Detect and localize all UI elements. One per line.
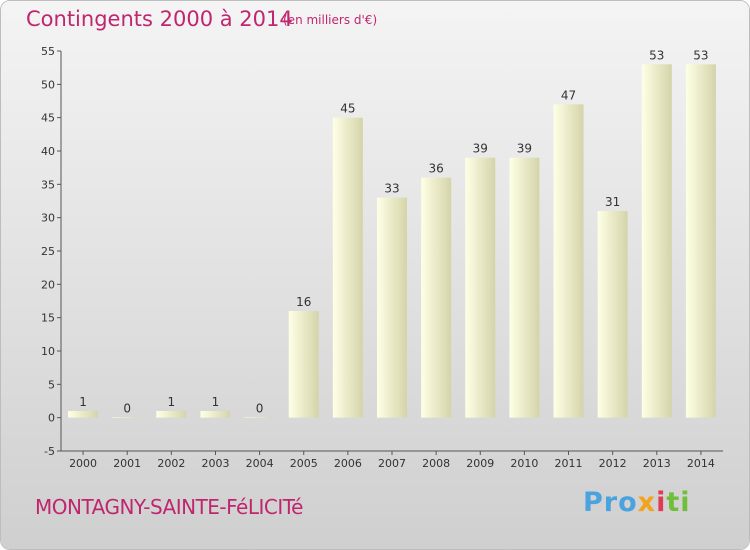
y-tick-label: 5 — [48, 378, 55, 391]
bar — [509, 157, 540, 418]
x-tick-label: 2003 — [201, 457, 229, 470]
bar-value-label: 39 — [517, 142, 532, 156]
bar-value-label: 31 — [605, 195, 620, 209]
bar — [156, 411, 187, 418]
logo-part-4: ti — [666, 487, 691, 518]
x-tick-label: 2011 — [555, 457, 583, 470]
bar — [332, 117, 363, 418]
proxiti-logo: Proxiti — [583, 487, 691, 518]
bar — [641, 64, 672, 418]
x-tick-label: 2006 — [334, 457, 362, 470]
x-tick-label: 2001 — [113, 457, 141, 470]
y-tick-label: 0 — [48, 412, 55, 425]
y-tick-label: 50 — [41, 78, 55, 91]
logo-part-2: x — [637, 487, 657, 518]
x-tick-label: 2000 — [69, 457, 97, 470]
y-tick-label: 20 — [41, 278, 55, 291]
x-tick-label: 2007 — [378, 457, 406, 470]
bar — [377, 197, 407, 418]
x-tick-label: 2004 — [246, 457, 274, 470]
bar — [200, 411, 231, 418]
y-tick-label: -5 — [44, 445, 55, 458]
x-tick-label: 2014 — [687, 457, 715, 470]
bar — [68, 411, 99, 418]
commune-name: MONTAGNY-SAINTE-FéLICITé — [35, 495, 303, 519]
y-tick-label: 25 — [41, 245, 55, 258]
x-tick-label: 2010 — [510, 457, 538, 470]
bar-value-label: 1 — [212, 395, 220, 409]
bar-value-label: 53 — [649, 48, 664, 62]
chart-title: Contingents 2000 à 2014 — [26, 7, 293, 31]
logo-part-1: Pro — [583, 487, 638, 518]
x-tick-label: 2002 — [157, 457, 185, 470]
x-tick-label: 2005 — [290, 457, 318, 470]
y-tick-label: 10 — [41, 345, 55, 358]
bar — [553, 104, 584, 418]
bar — [288, 311, 319, 418]
x-tick-label: 2008 — [422, 457, 450, 470]
y-tick-label: 45 — [41, 112, 55, 125]
y-tick-label: 40 — [41, 145, 55, 158]
bar-value-label: 47 — [561, 88, 576, 102]
bar-value-label: 36 — [428, 162, 443, 176]
bar-value-label: 33 — [384, 182, 399, 196]
y-tick-label: 55 — [41, 45, 55, 58]
y-tick-label: 35 — [41, 178, 55, 191]
y-tick-label: 30 — [41, 212, 55, 225]
bar — [244, 417, 275, 418]
bar-value-label: 1 — [79, 395, 87, 409]
bar-value-label: 0 — [256, 402, 264, 416]
x-tick-label: 2013 — [643, 457, 671, 470]
bar — [421, 177, 452, 418]
bar — [112, 417, 143, 418]
y-tick-label: 15 — [41, 312, 55, 325]
bar — [465, 157, 496, 418]
bar — [685, 64, 716, 418]
bars-group: 1 0 1 1 0 16 45 33 36 39 39 47 31 53 53 — [68, 48, 716, 418]
bar-value-label: 45 — [340, 102, 355, 116]
bar-value-label: 39 — [473, 142, 488, 156]
chart-subtitle: (en milliers d'€) — [283, 13, 378, 27]
bar-value-label: 1 — [168, 395, 176, 409]
x-tick-label: 2009 — [466, 457, 494, 470]
bar-value-label: 0 — [123, 402, 131, 416]
bar-value-label: 16 — [296, 295, 311, 309]
x-tick-label: 2012 — [599, 457, 627, 470]
bar — [597, 211, 628, 418]
logo-part-3: i — [656, 487, 667, 518]
bar-value-label: 53 — [693, 48, 708, 62]
